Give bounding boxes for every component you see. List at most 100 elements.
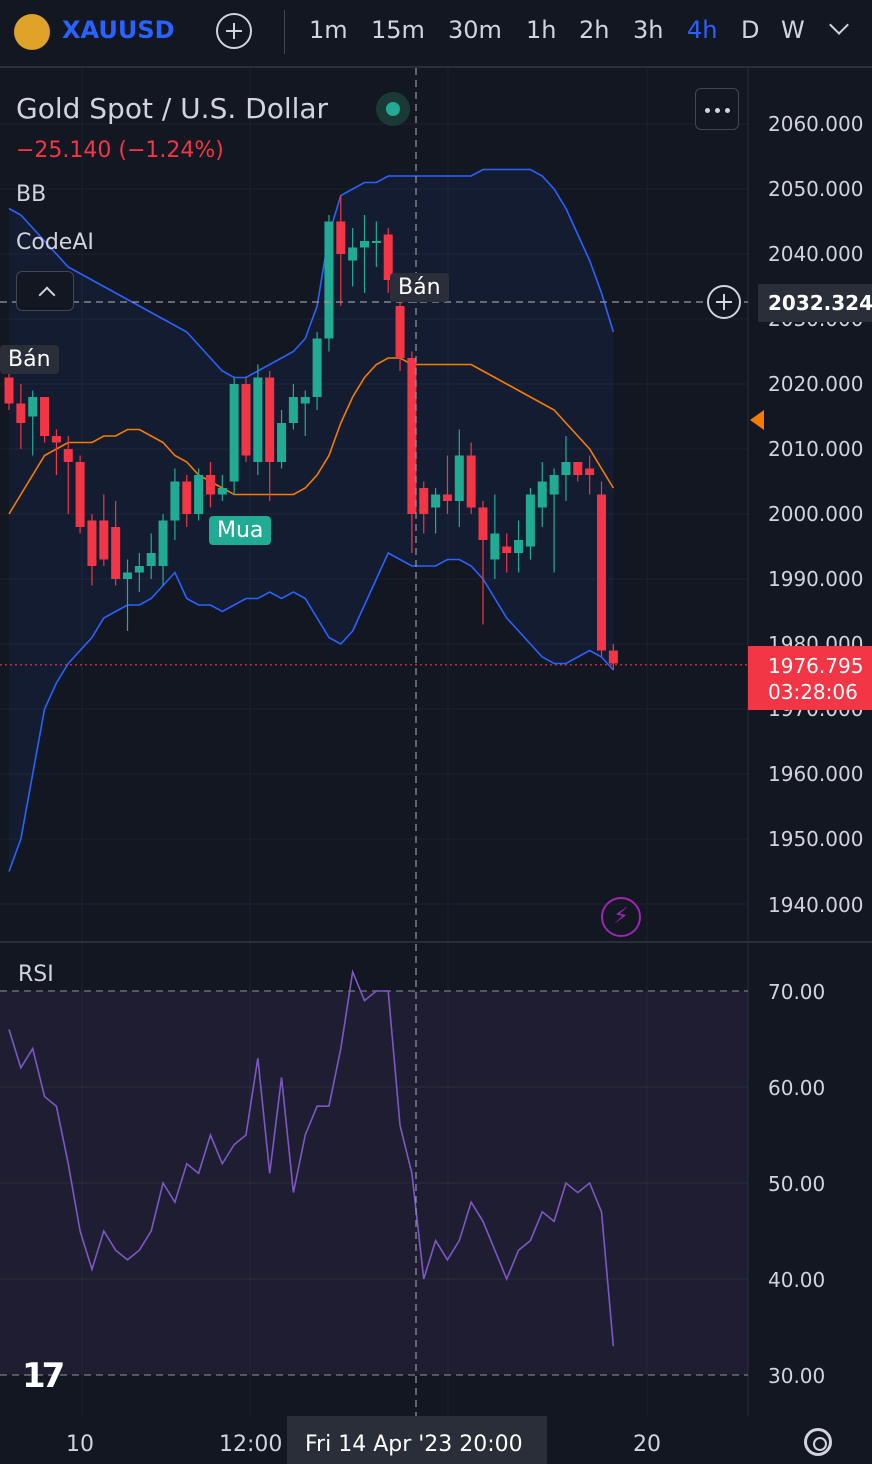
candle-body (87, 520, 97, 566)
price-change: −25.140 (−1.24%) (16, 138, 224, 163)
bollinger-bands (8, 168, 615, 872)
candle-body (490, 533, 500, 560)
toolbar-divider (284, 10, 285, 54)
candle-body (514, 540, 524, 553)
indicator-codeai-label[interactable]: CodeAI (16, 230, 94, 255)
candle-body (277, 423, 287, 462)
candle (217, 475, 227, 501)
candle (336, 195, 346, 306)
candle (478, 501, 488, 625)
candle-body (537, 481, 547, 508)
candle (561, 436, 571, 501)
candle (288, 384, 298, 430)
price-tick: 2000.000 (768, 502, 864, 526)
crosshair-time: Fri 14 Apr '23 20:00 (305, 1432, 523, 1457)
candle (265, 371, 275, 501)
more-dots-icon[interactable] (695, 88, 739, 130)
candle (205, 462, 215, 508)
gear-icon[interactable] (804, 1428, 832, 1456)
timeframe-1m[interactable]: 1m (309, 16, 348, 44)
timeframe-2h[interactable]: 2h (579, 16, 610, 44)
chevron-up-icon[interactable] (16, 271, 74, 311)
timeframe-d[interactable]: D (741, 16, 760, 44)
candle-body (229, 384, 239, 482)
candle (241, 377, 251, 462)
price-tick: 2060.000 (768, 112, 864, 136)
time-tick: 20 (633, 1432, 661, 1457)
candles (4, 195, 618, 670)
candle-body (442, 494, 452, 501)
candle (75, 455, 85, 534)
candle (63, 436, 73, 514)
candle (466, 442, 476, 514)
candle (454, 429, 464, 527)
sell-signal-label: Bán (0, 345, 59, 374)
candle (597, 481, 606, 657)
candle (312, 332, 322, 410)
candle-body (348, 247, 358, 261)
candle (111, 501, 121, 586)
candle-body (182, 481, 192, 514)
candle-body (170, 481, 180, 521)
candle (134, 553, 144, 592)
candle (300, 390, 310, 436)
bb-basis-marker-icon (750, 410, 764, 430)
price-tick: 2020.000 (768, 372, 864, 396)
candle-body (16, 403, 26, 423)
candle (194, 468, 204, 521)
candle-body (51, 436, 61, 443)
candle-body (63, 449, 73, 462)
price-tick: 1990.000 (768, 567, 864, 591)
candle (383, 228, 393, 293)
lightning-icon[interactable]: ⚡ (601, 897, 641, 937)
plus-icon[interactable] (707, 285, 741, 319)
chart-title: Gold Spot / U.S. Dollar (16, 92, 329, 125)
gold-coin-icon[interactable] (14, 14, 50, 50)
rsi-tick: 60.00 (768, 1076, 826, 1100)
price-pane-background (0, 68, 748, 940)
candle-body (146, 553, 156, 566)
candle-body (608, 650, 618, 664)
candle (431, 488, 441, 534)
candle-body (324, 221, 334, 339)
candle (395, 299, 405, 371)
candle (277, 410, 287, 469)
symbol-name[interactable]: XAUUSD (62, 16, 175, 44)
add-symbol-button[interactable] (216, 13, 252, 49)
candle-body (502, 546, 512, 553)
price-tick: 1950.000 (768, 827, 864, 851)
candle-body (597, 494, 606, 651)
timeframe-1h[interactable]: 1h (526, 16, 557, 44)
tradingview-logo[interactable]: 17 (22, 1356, 65, 1396)
chevron-down-icon[interactable] (829, 15, 849, 35)
candle-body (75, 462, 85, 527)
rsi-tick: 40.00 (768, 1268, 826, 1292)
crosshair-time-label: Fri 14 Apr '23 20:00 (287, 1416, 547, 1464)
candle (348, 228, 358, 287)
market-status-icon[interactable] (376, 92, 410, 126)
candle-body (466, 455, 476, 508)
timeframe-4h[interactable]: 4h (687, 16, 718, 44)
timeframe-w[interactable]: W (781, 16, 805, 44)
timeframe-30m[interactable]: 30m (448, 16, 502, 44)
time-tick: 12:00 (219, 1432, 283, 1457)
indicator-bb-label[interactable]: BB (16, 182, 47, 207)
candle (182, 475, 192, 527)
candle (4, 371, 14, 410)
candle (170, 468, 180, 540)
candle-body (241, 384, 251, 456)
candle (525, 488, 535, 560)
timeframe-3h[interactable]: 3h (633, 16, 664, 44)
candle-body (28, 397, 38, 417)
candle-body (360, 241, 369, 248)
chart-overlays (0, 68, 748, 1416)
buy-signal-label: Mua (209, 516, 272, 545)
candle (16, 384, 26, 449)
timeframe-15m[interactable]: 15m (371, 16, 425, 44)
candle-body (573, 462, 583, 475)
rsi-pane (0, 968, 748, 1376)
rsi-label[interactable]: RSI (18, 962, 54, 987)
candle (502, 533, 512, 573)
top-toolbar: XAUUSD 1m 15m 30m 1h 2h 3h 4h D W (0, 0, 872, 68)
